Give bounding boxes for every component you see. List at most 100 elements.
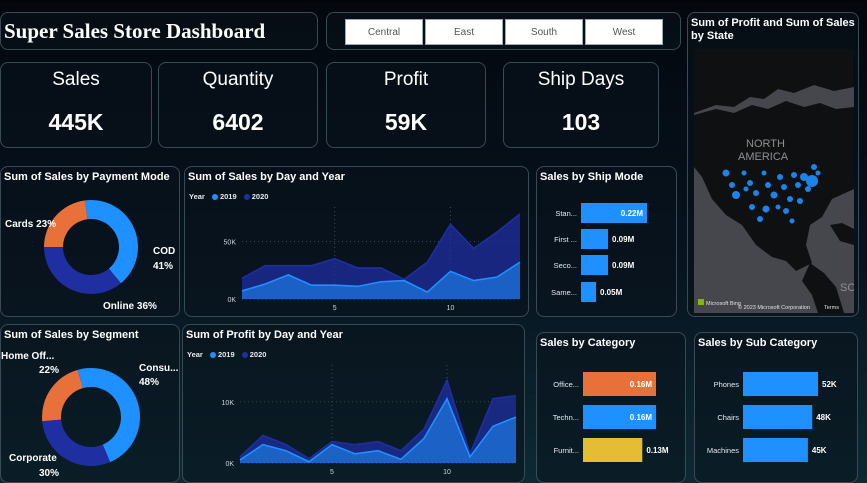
segment-donut[interactable]: Home Off... 22% Consu... 48% Corporate 30% — [1, 345, 179, 481]
ship-mode-bar-chart[interactable]: Stan... 0.22M First ... 0.09M Seco... 0.09M Sa… — [537, 189, 676, 317]
bar[interactable] — [583, 372, 656, 396]
region-slicer: Central East South West — [326, 12, 681, 50]
data-label: 0.13M — [646, 446, 669, 455]
donut-slice[interactable] — [44, 247, 121, 294]
donut-slice[interactable] — [85, 200, 138, 284]
profit-by-day-panel[interactable]: Sum of Profit by Day and Year Year 2019 … — [182, 324, 525, 483]
legend-item: 2020 — [251, 192, 269, 201]
donut-label: COD — [153, 246, 175, 257]
kpi-label: Ship Days — [537, 69, 625, 90]
category-label: First ... — [554, 235, 577, 244]
kpi-value: 103 — [561, 109, 601, 135]
kpi-sales-card[interactable]: Sales 445K — [0, 62, 152, 148]
kpi-value: 59K — [384, 109, 428, 135]
bar[interactable] — [581, 255, 608, 275]
segment-panel[interactable]: Sum of Sales by Segment Home Off... 22% Co… — [0, 324, 180, 483]
series-line-2020[interactable] — [241, 213, 521, 281]
donut-label: Consu... — [139, 363, 179, 374]
sales-area-chart[interactable]: 0K 50K 5 10 — [185, 203, 528, 317]
panel-title: Sum of Sales by Payment Mode — [4, 171, 170, 183]
bar[interactable] — [581, 282, 596, 302]
x-tick-label: 5 — [333, 305, 337, 312]
title-panel: Super Sales Store Dashboard — [0, 12, 318, 50]
category-panel[interactable]: Sales by Category Office... 0.16M Techn...… — [536, 332, 686, 483]
donut-slice[interactable] — [42, 419, 111, 466]
kpi-label: Quantity — [202, 69, 274, 90]
donut-label: Online 36% — [103, 301, 157, 312]
sub-category-panel[interactable]: Sales by Sub Category Phones 52K Chairs 48K… — [694, 332, 858, 483]
donut-slice[interactable] — [44, 200, 88, 247]
category-label: Furnit... — [554, 446, 579, 455]
data-label: 0.09M — [612, 235, 635, 244]
bar[interactable] — [583, 438, 643, 462]
legend-item: 2019 — [217, 350, 235, 359]
slicer-central-button[interactable]: Central — [345, 19, 423, 45]
legend-dot-icon — [243, 194, 250, 200]
bar[interactable] — [581, 203, 647, 223]
series-line-2019[interactable] — [239, 396, 517, 463]
payment-mode-donut[interactable]: Cards 23% COD 41% Online 36% — [1, 187, 179, 317]
data-label: 0.09M — [612, 261, 635, 270]
bar[interactable] — [581, 229, 608, 249]
panel-title: Sum of Profit by Day and Year — [186, 329, 343, 341]
us-map[interactable]: NORTH AMERICA SO Microsoft Bing © 2023 M… — [694, 49, 854, 313]
category-label: Machines — [707, 446, 739, 455]
dashboard-title: Super Sales Store Dashboard — [4, 19, 266, 43]
x-tick-label: 10 — [447, 305, 455, 312]
slicer-east-button[interactable]: East — [425, 19, 503, 45]
data-label: 0.16M — [630, 413, 653, 422]
y-tick-label: 10K — [222, 400, 235, 407]
donut-label: 41% — [153, 261, 173, 272]
profit-area-chart[interactable]: 0K 10K 5 10 — [183, 361, 524, 481]
y-tick-label: 0K — [225, 461, 234, 468]
map-region-label: NORTH — [746, 138, 785, 150]
donut-label: Home Off... — [1, 351, 55, 362]
sub-category-bar-chart[interactable]: Phones 52K Chairs 48K Machines 45K — [695, 355, 857, 483]
donut-slice[interactable] — [77, 368, 141, 463]
bar[interactable] — [743, 372, 818, 396]
bar[interactable] — [583, 405, 656, 429]
category-label: Stan... — [555, 209, 577, 218]
data-label: 0.22M — [621, 209, 644, 218]
kpi-label: Profit — [383, 69, 429, 90]
map-region-label: AMERICA — [738, 151, 789, 163]
data-label: 0.16M — [630, 380, 653, 389]
donut-label: 48% — [139, 377, 159, 388]
panel-title: Sum of Sales by Segment — [4, 329, 139, 341]
kpi-quantity-card[interactable]: Quantity 6402 — [158, 62, 318, 148]
slicer-west-button[interactable]: West — [585, 19, 663, 45]
data-label: 48K — [816, 413, 831, 422]
kpi-profit-card[interactable]: Profit 59K — [326, 62, 486, 148]
slicer-south-button[interactable]: South — [505, 19, 583, 45]
legend: Year 2019 2020 — [189, 192, 268, 201]
donut-label: Corporate — [9, 453, 57, 464]
sales-by-day-panel[interactable]: Sum of Sales by Day and Year Year 2019 2… — [184, 166, 529, 317]
map-terms-link[interactable]: Terms — [824, 305, 839, 311]
kpi-ship-days-card[interactable]: Ship Days 103 — [503, 62, 659, 148]
donut-label: 30% — [39, 468, 59, 479]
category-label: Office... — [553, 380, 579, 389]
payment-mode-panel[interactable]: Sum of Sales by Payment Mode Cards 23% CO… — [0, 166, 180, 317]
donut-slice[interactable] — [41, 369, 83, 422]
map-copyright: © 2023 Microsoft Corporation — [738, 304, 810, 311]
legend: Year 2019 2020 — [187, 350, 266, 359]
category-label: Techn... — [553, 413, 579, 422]
ship-mode-panel[interactable]: Sales by Ship Mode Stan... 0.22M First ...… — [536, 166, 677, 317]
panel-title: Sum of Sales by Day and Year — [188, 171, 345, 183]
series-line-2019[interactable] — [241, 261, 521, 294]
category-bar-chart[interactable]: Office... 0.16M Techn... 0.16M Furnit... 0.13… — [537, 355, 685, 483]
map-region-label: SO — [840, 282, 854, 294]
map-panel[interactable]: Sum of Profit and Sum of Sales by State … — [687, 12, 859, 317]
bar[interactable] — [743, 405, 813, 429]
panel-title: Sales by Ship Mode — [540, 171, 644, 183]
bar[interactable] — [743, 438, 808, 462]
category-label: Phones — [714, 380, 740, 389]
x-tick-label: 5 — [330, 469, 334, 476]
series-area-2019[interactable] — [240, 398, 516, 463]
series-line-2020[interactable] — [239, 378, 517, 460]
x-tick-label: 10 — [443, 469, 451, 476]
legend-dot-icon — [209, 352, 216, 358]
category-label: Seco... — [554, 261, 577, 270]
donut-label: Cards 23% — [5, 219, 56, 230]
map-state-bubbles[interactable] — [722, 164, 821, 224]
